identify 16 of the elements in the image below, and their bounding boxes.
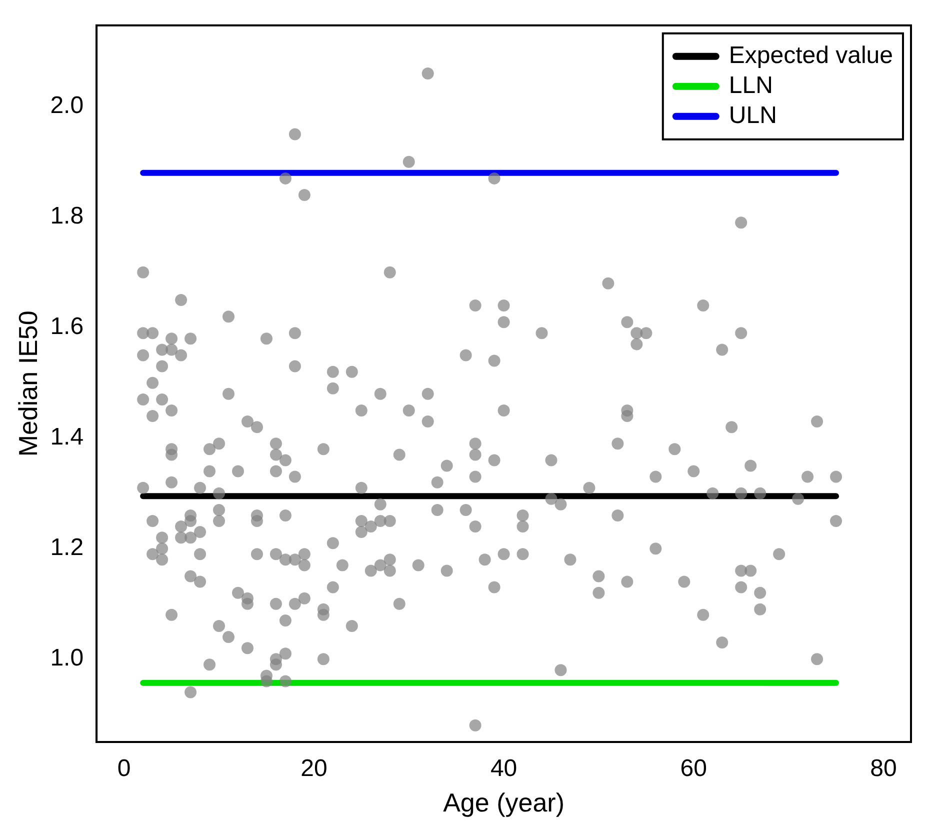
x-axis-title: Age (year) xyxy=(443,788,564,818)
legend-label: Expected value xyxy=(728,42,893,70)
y-tick-label: 1.2 xyxy=(50,534,84,562)
legend-label: LLN xyxy=(728,72,773,100)
y-tick-label: 1.0 xyxy=(50,644,84,672)
x-tick-label: 60 xyxy=(680,755,707,782)
x-tick-label: 40 xyxy=(490,755,518,782)
y-axis-title: Median IE50 xyxy=(12,310,43,457)
x-tick-label: 0 xyxy=(117,755,131,782)
y-tick-label: 2.0 xyxy=(50,92,84,120)
x-tick-label: 20 xyxy=(300,755,328,782)
y-tick-label: 1.6 xyxy=(50,313,84,340)
x-tick-label: 80 xyxy=(870,755,897,782)
y-tick-label: 1.8 xyxy=(50,202,84,230)
legend-label: ULN xyxy=(728,102,777,130)
y-tick-label: 1.4 xyxy=(50,424,84,451)
